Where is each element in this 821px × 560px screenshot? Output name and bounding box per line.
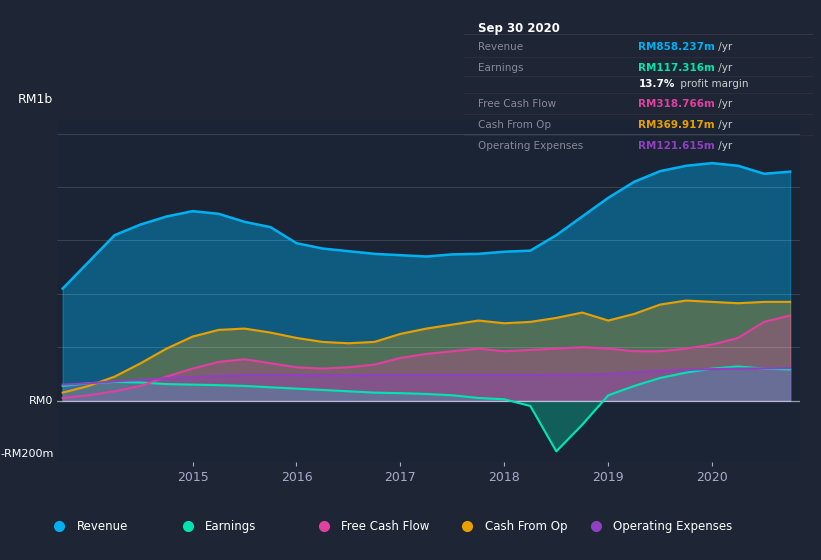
Text: Earnings: Earnings <box>205 520 256 533</box>
Text: RM1b: RM1b <box>18 94 53 106</box>
Text: RM858.237m: RM858.237m <box>639 42 715 52</box>
Text: profit margin: profit margin <box>677 79 748 89</box>
Text: /yr: /yr <box>715 63 732 73</box>
Text: Free Cash Flow: Free Cash Flow <box>478 99 556 109</box>
Text: Cash From Op: Cash From Op <box>484 520 567 533</box>
Text: -RM200m: -RM200m <box>0 449 53 459</box>
Text: Sep 30 2020: Sep 30 2020 <box>478 22 560 35</box>
Text: Earnings: Earnings <box>478 63 523 73</box>
Text: RM369.917m: RM369.917m <box>639 119 715 129</box>
Text: RM0: RM0 <box>29 395 53 405</box>
Text: /yr: /yr <box>715 119 732 129</box>
Text: 13.7%: 13.7% <box>639 79 675 89</box>
Text: /yr: /yr <box>715 42 732 52</box>
Text: RM121.615m: RM121.615m <box>639 141 715 151</box>
Text: RM318.766m: RM318.766m <box>639 99 715 109</box>
Text: Revenue: Revenue <box>478 42 523 52</box>
Text: Operating Expenses: Operating Expenses <box>478 141 583 151</box>
Text: /yr: /yr <box>715 99 732 109</box>
Text: Cash From Op: Cash From Op <box>478 119 551 129</box>
Text: Revenue: Revenue <box>76 520 128 533</box>
Text: Operating Expenses: Operating Expenses <box>613 520 732 533</box>
Text: /yr: /yr <box>715 141 732 151</box>
Text: RM117.316m: RM117.316m <box>639 63 715 73</box>
Text: Free Cash Flow: Free Cash Flow <box>341 520 429 533</box>
